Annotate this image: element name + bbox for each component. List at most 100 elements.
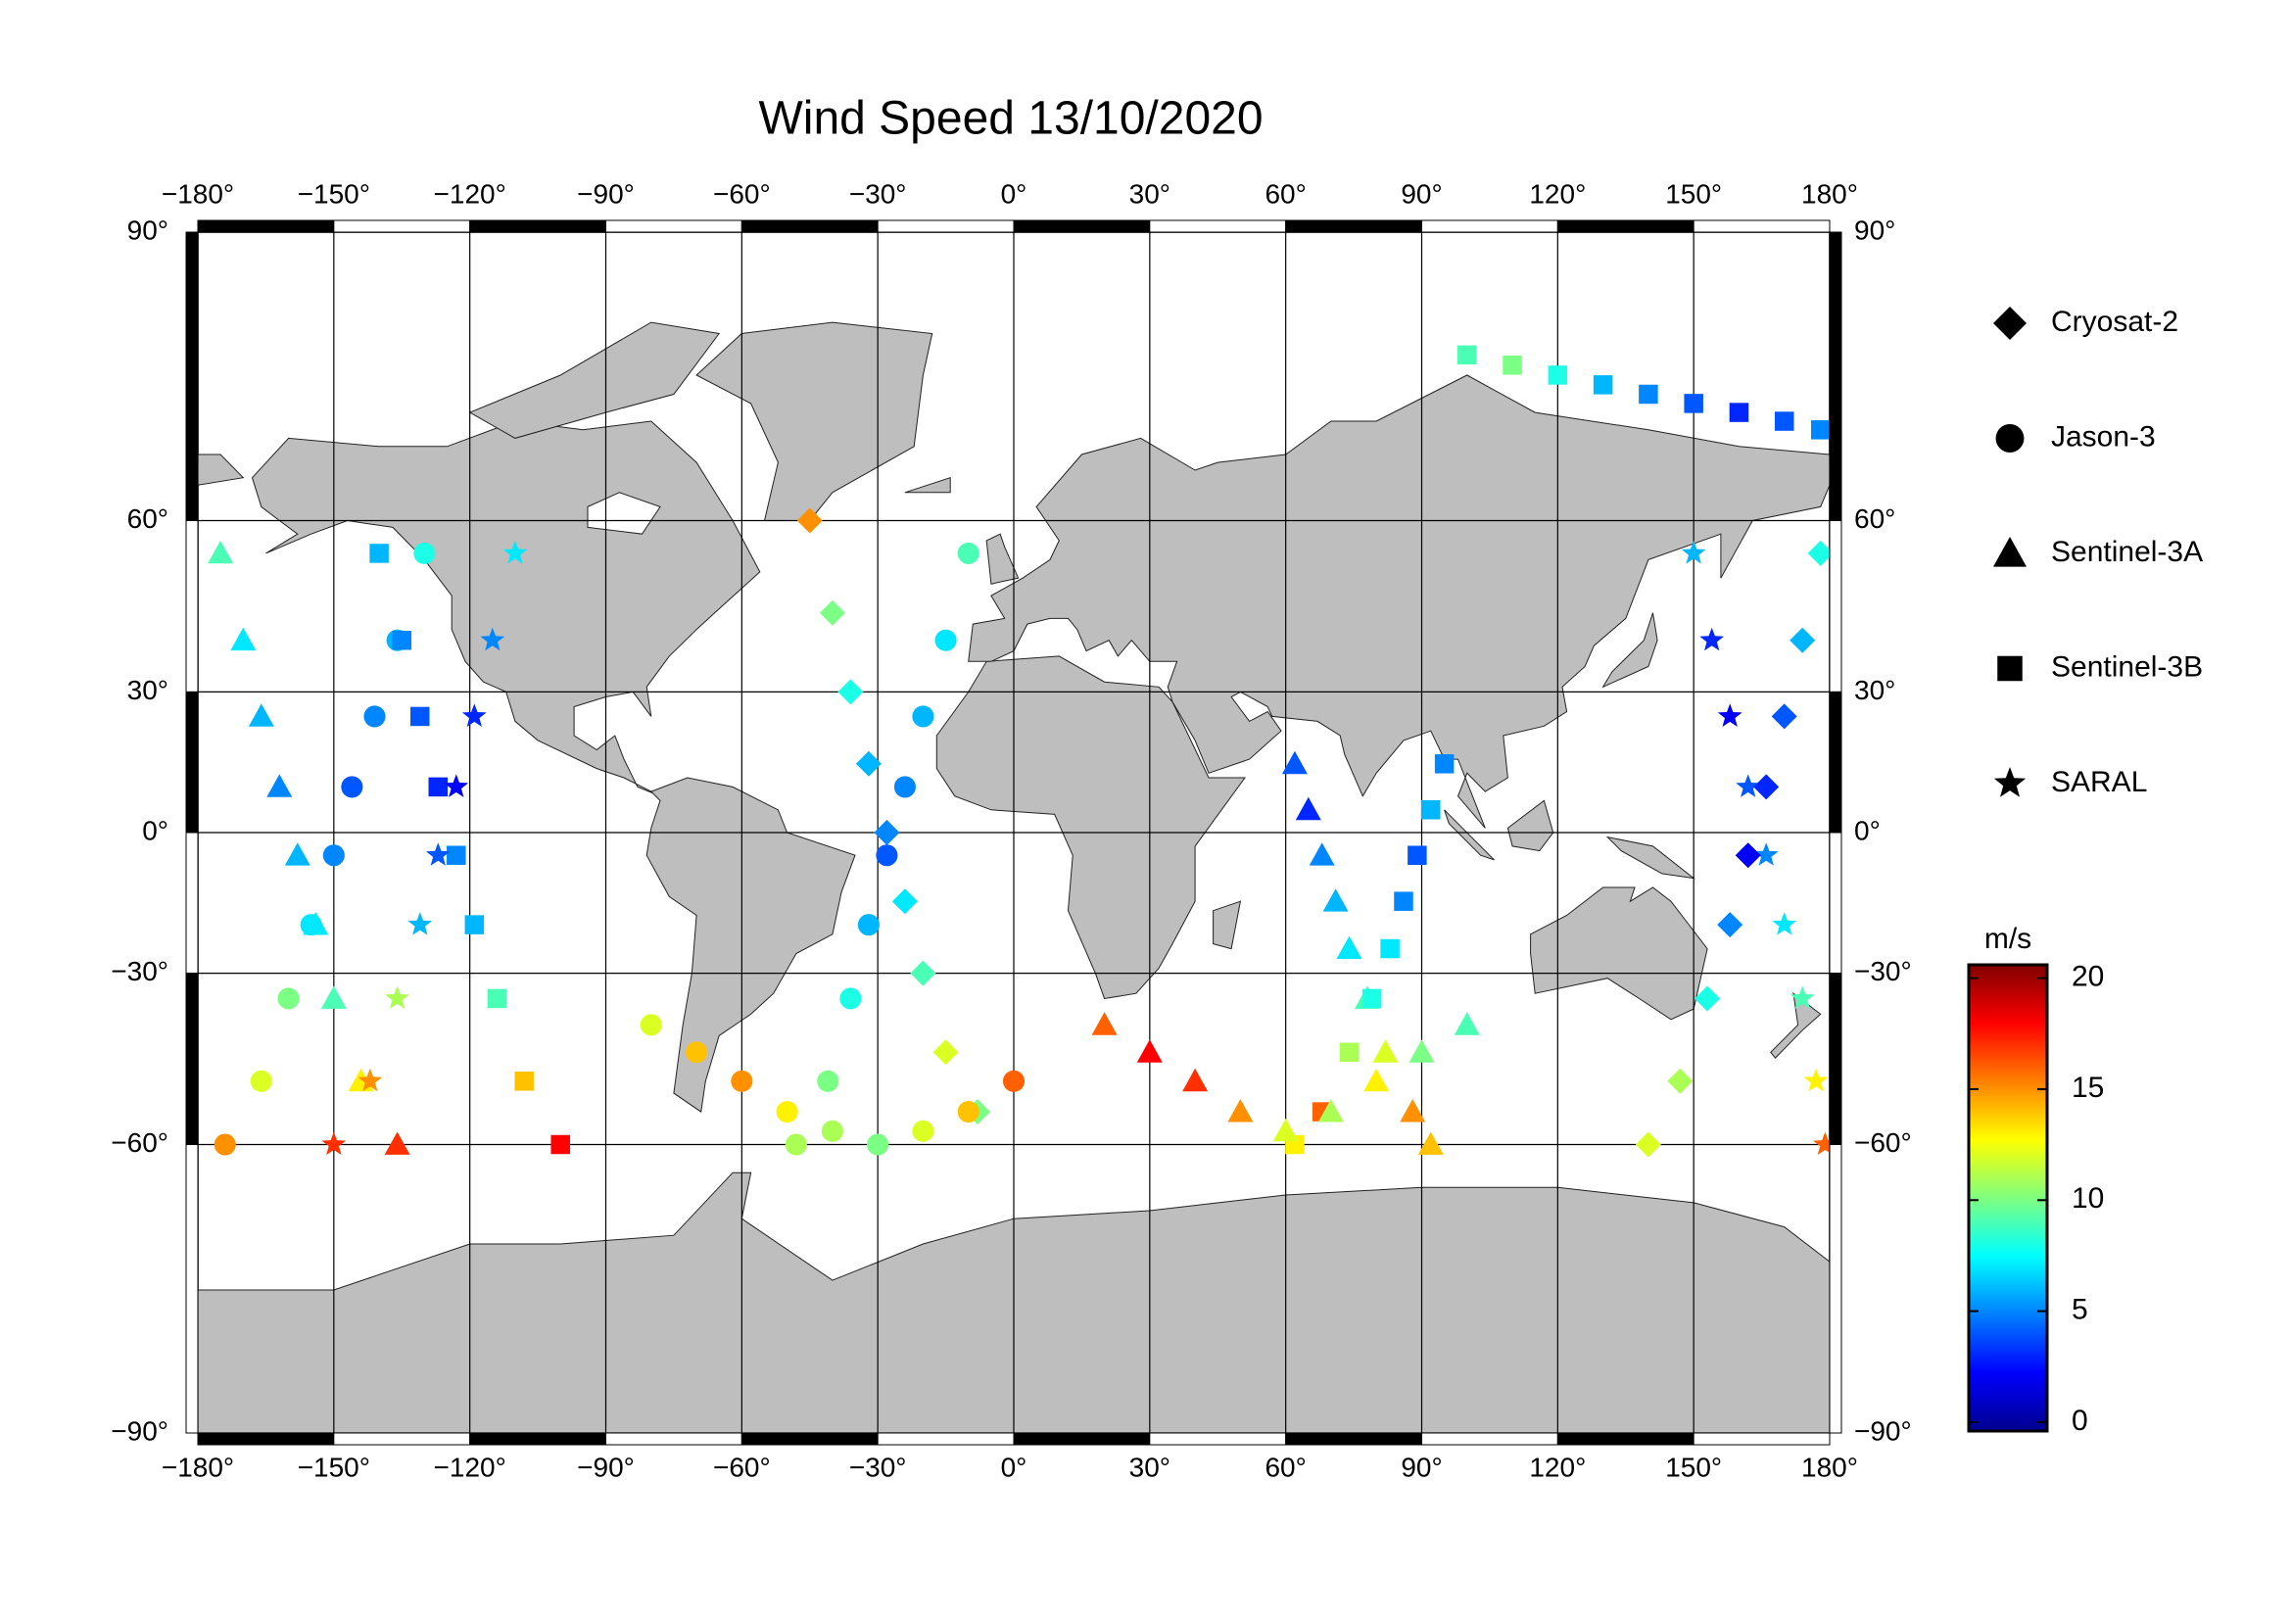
marker-circle [867, 1133, 889, 1156]
marker-diamond [1694, 985, 1721, 1012]
marker-diamond [855, 750, 882, 777]
landmass [468, 321, 721, 439]
marker-triangle [248, 703, 274, 727]
marker-circle [214, 1133, 236, 1156]
marker-star [1736, 774, 1761, 797]
marker-square [1810, 420, 1830, 440]
marker-star [407, 912, 433, 935]
lat-label-right: 90° [1854, 215, 1895, 245]
marker-triangle [1272, 1118, 1299, 1142]
marker-circle [839, 987, 862, 1010]
marker-square [550, 1134, 570, 1155]
landmass [1506, 799, 1554, 852]
border-segment [185, 832, 199, 975]
marker-star [1790, 985, 1815, 1009]
marker-square [464, 915, 485, 934]
marker-circle [893, 776, 916, 798]
marker-star [1717, 703, 1742, 727]
marker-star [1993, 767, 2027, 797]
border-segment [185, 231, 199, 521]
border-segment [1421, 1432, 1558, 1446]
marker-star [1699, 627, 1724, 651]
border-segment [469, 1432, 606, 1446]
lon-label-top: 60° [1265, 178, 1306, 209]
marker-triangle [1454, 1012, 1480, 1035]
marker-square [369, 544, 389, 563]
marker-diamond [796, 507, 823, 534]
marker-circle [277, 987, 300, 1010]
border-segment [1421, 219, 1558, 233]
marker-square [1361, 988, 1382, 1009]
marker-square [1684, 394, 1703, 413]
marker-triangle [230, 627, 257, 651]
marker-square [1394, 891, 1413, 911]
marker-star [480, 627, 505, 651]
marker-triangle [1227, 1099, 1254, 1122]
landmass [1444, 809, 1495, 861]
marker-star [502, 540, 528, 564]
marker-circle [912, 705, 934, 728]
map-title: Wind Speed 13/10/2020 [758, 93, 1263, 145]
legend-label: Jason-3 [2051, 420, 2156, 453]
border-segment [1693, 1432, 1831, 1446]
marker-circle [686, 1041, 708, 1064]
landmass [1530, 886, 1708, 1021]
marker-circle [785, 1133, 807, 1156]
lon-label-top: −120° [434, 178, 506, 209]
lon-label-bottom: −90° [577, 1452, 635, 1482]
marker-diamond [1790, 627, 1816, 653]
colorbar-tick-label: 20 [2072, 961, 2104, 993]
marker-star [1753, 842, 1779, 866]
lon-label-bottom: 180° [1801, 1452, 1858, 1482]
marker-diamond [891, 888, 918, 915]
lon-label-top: 0° [1001, 178, 1027, 209]
marker-triangle [1136, 1039, 1163, 1063]
border-segment [740, 219, 879, 233]
lon-label-top: −180° [162, 178, 234, 209]
satellite-tracks [208, 345, 1830, 1158]
landmass [198, 454, 245, 486]
marker-square [1339, 1042, 1360, 1063]
marker-triangle [1400, 1099, 1426, 1122]
lat-label-right: −60° [1854, 1127, 1912, 1158]
border-segment [1556, 1432, 1694, 1446]
lat-label-left: −60° [111, 1127, 168, 1158]
lon-label-top: 30° [1129, 178, 1170, 209]
marker-square [1380, 938, 1400, 959]
marker-square [1774, 411, 1794, 431]
marker-triangle [1993, 537, 2027, 567]
lon-label-bottom: −60° [713, 1452, 771, 1482]
lon-label-top: −30° [849, 178, 907, 209]
lon-label-bottom: −30° [849, 1452, 907, 1482]
marker-triangle [1182, 1068, 1209, 1092]
marker-circle [957, 542, 979, 564]
marker-triangle [1091, 1012, 1118, 1035]
marker-triangle [1309, 842, 1335, 866]
lat-label-left: 60° [127, 503, 168, 534]
landmass [1770, 992, 1822, 1059]
marker-diamond [1993, 307, 2027, 340]
marker-circle [934, 629, 957, 651]
marker-square [487, 988, 507, 1009]
lon-label-bottom: −180° [162, 1452, 234, 1482]
border-segment [185, 973, 199, 1146]
border-segment [333, 1432, 471, 1446]
border-segment [469, 219, 606, 233]
marker-circle [776, 1101, 798, 1123]
legend: Cryosat-2 Jason-3 Sentinel-3A Sentinel-3B SA… [1993, 306, 2203, 798]
border-segment [877, 219, 1015, 233]
marker-circle [322, 844, 345, 867]
marker-star [444, 774, 469, 797]
marker-diamond [874, 820, 900, 845]
lat-label-left: 30° [127, 675, 168, 705]
marker-circle [413, 542, 436, 564]
lat-label-left: −90° [111, 1415, 168, 1446]
marker-square [428, 777, 449, 797]
landmass [904, 477, 951, 494]
marker-circle [876, 844, 898, 867]
lat-label-left: 90° [127, 215, 168, 245]
border-segment [605, 1432, 742, 1446]
colorbar-ramp [1967, 963, 2049, 1433]
